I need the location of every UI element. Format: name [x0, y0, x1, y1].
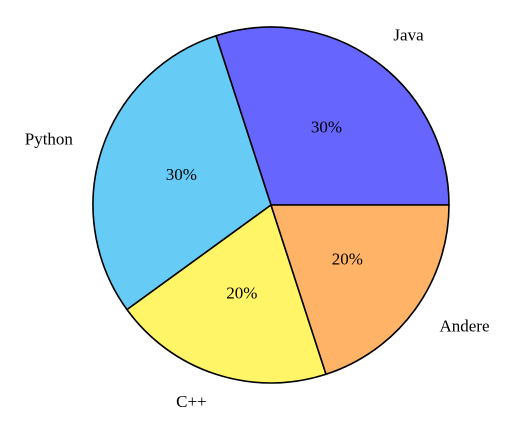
category-label: Andere	[439, 316, 489, 335]
category-label: Python	[25, 130, 74, 149]
value-label: 20%	[332, 249, 363, 268]
pie-slice	[92, 34, 272, 311]
category-label: C++	[176, 392, 207, 411]
value-label: 30%	[311, 118, 342, 137]
category-label: Java	[393, 25, 424, 44]
value-label: 20%	[226, 284, 257, 303]
value-label: 30%	[166, 165, 197, 184]
pie-slice	[270, 204, 450, 376]
pie-slice	[215, 26, 450, 206]
pie-slice	[126, 204, 327, 384]
